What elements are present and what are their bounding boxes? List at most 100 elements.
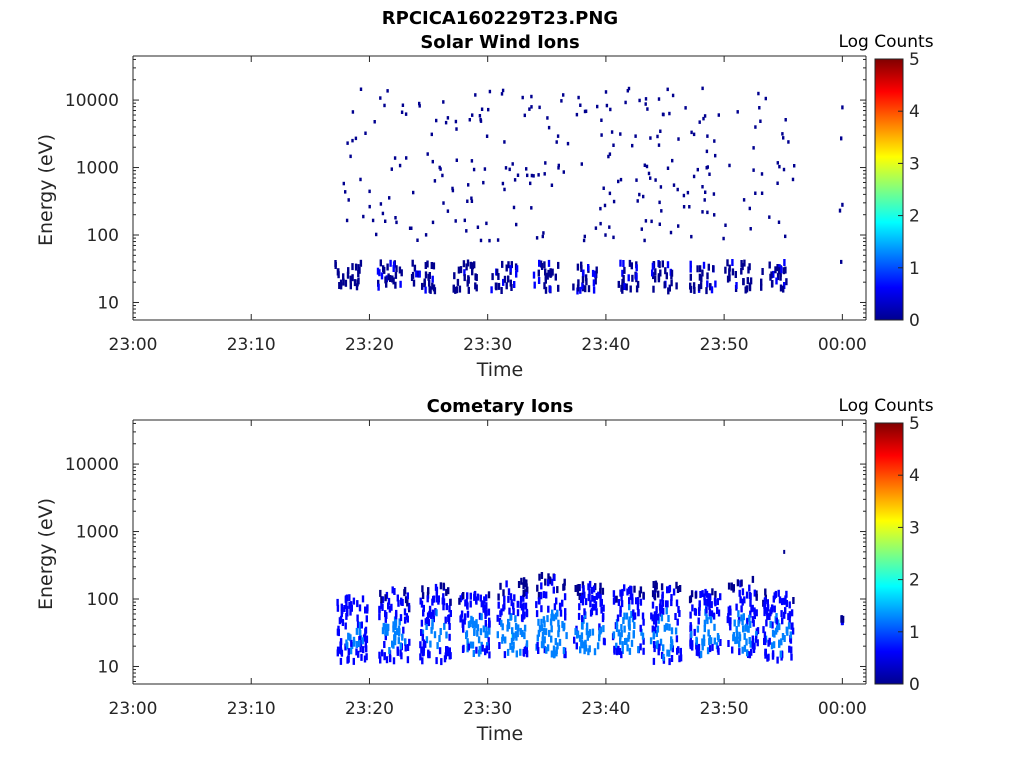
heatmap-cell <box>347 267 350 275</box>
heatmap-cell <box>554 638 557 645</box>
heatmap-cell <box>690 630 693 638</box>
heatmap-cell <box>617 629 620 637</box>
heatmap-cell <box>512 602 515 610</box>
heatmap-cell <box>602 186 605 190</box>
colorbar-tick-label: 5 <box>909 50 920 70</box>
heatmap-cell <box>471 617 474 625</box>
heatmap-cell <box>769 620 772 628</box>
heatmap-cell <box>427 587 430 595</box>
heatmap-cell <box>398 266 402 274</box>
heatmap-cell <box>659 599 662 607</box>
heatmap-cell <box>540 605 543 613</box>
heatmap-cell <box>599 627 602 635</box>
heatmap-cell <box>671 645 674 653</box>
heatmap-cell <box>547 125 551 130</box>
heatmap-cell <box>749 593 752 600</box>
heatmap-cell <box>484 607 487 615</box>
heatmap-cell <box>593 603 596 611</box>
heatmap-cell <box>382 622 385 630</box>
heatmap-cell <box>379 589 382 597</box>
heatmap-cell <box>765 619 768 627</box>
heatmap-cell <box>376 267 380 275</box>
heatmap-cell <box>577 584 581 591</box>
heatmap-cell <box>532 271 536 279</box>
heatmap-cell <box>661 260 664 268</box>
heatmap-cell <box>358 604 362 612</box>
heatmap-cell <box>584 274 588 282</box>
heatmap-cell <box>550 635 553 643</box>
heatmap-cell <box>352 597 356 605</box>
heatmap-cell <box>701 643 704 651</box>
heatmap-cell <box>586 633 589 641</box>
heatmap-cell <box>651 269 654 277</box>
heatmap-cell <box>789 631 792 639</box>
heatmap-cell <box>349 275 352 283</box>
heatmap-cell <box>594 226 598 230</box>
heatmap-cell <box>362 634 366 642</box>
heatmap-cell <box>550 650 554 658</box>
heatmap-cell <box>344 190 347 194</box>
heatmap-cell <box>619 177 623 182</box>
heatmap-cell <box>348 601 351 609</box>
heatmap-cell <box>627 86 631 91</box>
heatmap-cell <box>428 285 431 293</box>
heatmap-cell <box>559 609 563 617</box>
heatmap-cell <box>523 113 526 118</box>
heatmap-cell <box>544 273 547 281</box>
heatmap-cell <box>451 188 455 193</box>
heatmap-cell <box>488 627 491 635</box>
heatmap-cell <box>664 267 667 275</box>
heatmap-pixels <box>336 549 845 666</box>
heatmap-cell <box>388 647 391 654</box>
heatmap-cell <box>653 611 657 619</box>
heatmap-cell <box>387 602 390 610</box>
heatmap-cell <box>712 265 715 273</box>
heatmap-cell <box>364 640 367 648</box>
heatmap-cell <box>548 576 552 584</box>
heatmap-cell <box>651 262 655 270</box>
heatmap-cell <box>690 234 693 239</box>
heatmap-cell <box>404 644 407 652</box>
heatmap-cell <box>522 648 525 656</box>
heatmap-cell <box>576 284 580 292</box>
heatmap-cell <box>555 649 558 657</box>
heatmap-cell <box>841 105 844 110</box>
heatmap-cell <box>467 643 470 651</box>
heatmap-cell <box>503 595 506 603</box>
heatmap-cell <box>729 623 732 631</box>
heatmap-cell <box>426 591 430 599</box>
heatmap-cell <box>485 221 488 226</box>
heatmap-cell <box>398 628 401 636</box>
heatmap-cell <box>635 597 638 605</box>
heatmap-cell <box>541 631 545 639</box>
heatmap-cell <box>607 154 610 159</box>
heatmap-cell <box>404 112 408 116</box>
heatmap-cell <box>708 609 712 616</box>
heatmap-cell <box>735 282 738 289</box>
heatmap-cell <box>598 623 601 631</box>
heatmap-cell <box>470 199 474 203</box>
heatmap-cell <box>391 275 394 283</box>
heatmap-cell <box>776 273 780 281</box>
colorbar-tick-label: 3 <box>909 154 920 174</box>
heatmap-cell <box>737 610 740 618</box>
heatmap-cell <box>652 581 655 588</box>
heatmap-cell <box>540 618 543 626</box>
heatmap-cell <box>392 641 395 649</box>
heatmap-cell <box>619 589 622 597</box>
heatmap-cell <box>654 580 658 588</box>
heatmap-cell <box>480 613 483 621</box>
heatmap-cell <box>537 618 540 626</box>
heatmap-cell <box>714 153 717 158</box>
heatmap-cell <box>752 619 755 627</box>
heatmap-cell <box>551 609 554 617</box>
heatmap-cell <box>522 590 525 597</box>
heatmap-cell <box>466 610 470 618</box>
y-tick-label: 1000 <box>76 159 119 179</box>
heatmap-cell <box>557 284 560 292</box>
heatmap-cell <box>583 234 586 239</box>
heatmap-cell <box>777 589 780 597</box>
heatmap-cell <box>357 264 360 272</box>
heatmap-cell <box>422 609 425 617</box>
heatmap-cell <box>791 627 795 635</box>
